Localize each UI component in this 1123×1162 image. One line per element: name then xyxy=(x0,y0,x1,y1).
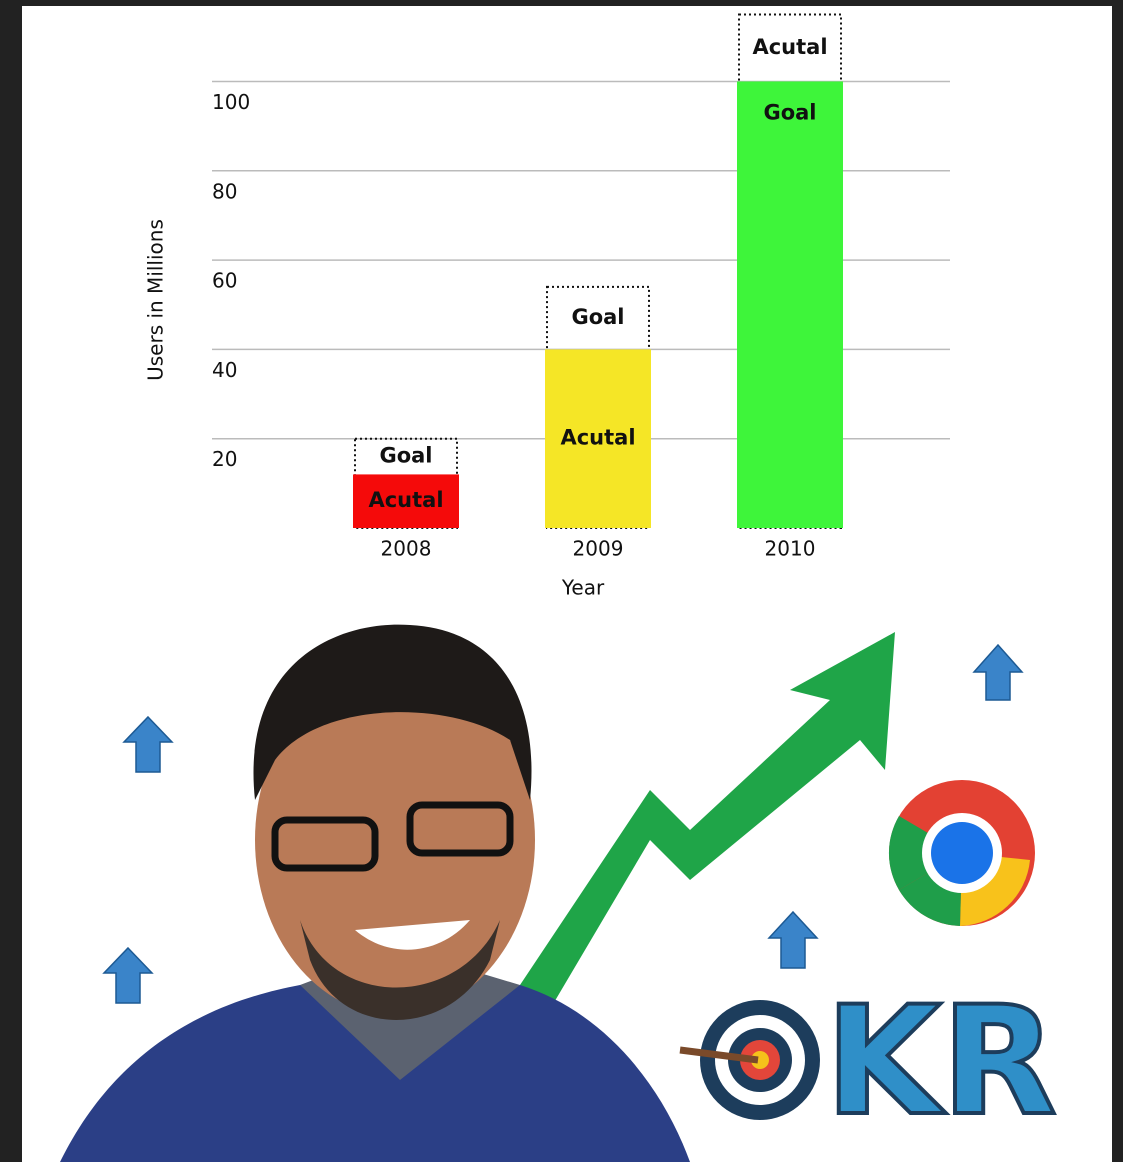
x-tick-label: 2009 xyxy=(573,537,624,561)
badge-text: KR xyxy=(825,975,1057,1149)
y-tick-label: 40 xyxy=(212,358,237,382)
bar-label: Acutal xyxy=(560,426,635,450)
bar-label: Goal xyxy=(379,444,432,468)
x-tick-label: 2008 xyxy=(381,537,432,561)
y-tick-label: 20 xyxy=(212,447,237,471)
y-axis-title: Users in Millions xyxy=(144,219,168,381)
x-axis-title: Year xyxy=(561,576,605,600)
y-tick-label: 80 xyxy=(212,179,237,203)
bar-label: Acutal xyxy=(752,35,827,59)
bar-label: Goal xyxy=(763,100,816,124)
bar xyxy=(737,81,843,528)
chrome-logo xyxy=(889,780,1035,926)
y-tick-label: 60 xyxy=(212,269,237,293)
bar-label: Acutal xyxy=(368,488,443,512)
x-tick-label: 2010 xyxy=(765,537,816,561)
page: Users in Millions Year 20 40 60 80 100 Goal Go… xyxy=(0,0,1123,1162)
y-tick-label: 100 xyxy=(212,90,250,114)
bar-label: Goal xyxy=(571,305,624,329)
